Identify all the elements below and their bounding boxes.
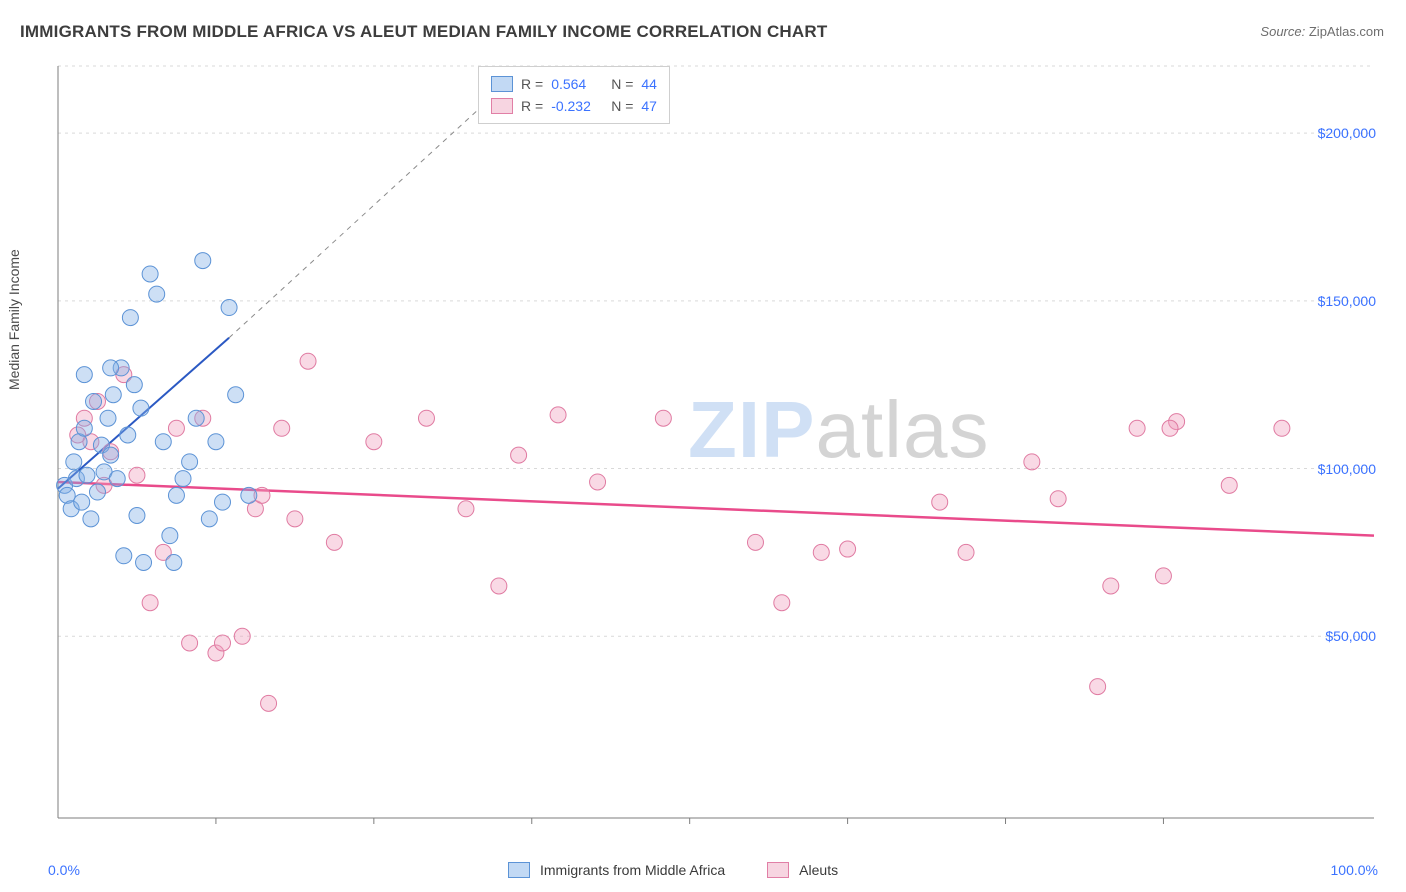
y-tick-label: $150,000 <box>1318 293 1376 309</box>
r-value-pink: -0.232 <box>551 95 603 117</box>
y-tick-label: $200,000 <box>1318 125 1376 141</box>
plot-area: ZIPatlas R = 0.564 N = 44 R = -0.232 N =… <box>48 64 1384 824</box>
y-axis-label: Median Family Income <box>6 249 22 390</box>
x-tick-right: 100.0% <box>1331 862 1378 878</box>
n-label-2: N = <box>611 95 633 117</box>
y-tick-label: $100,000 <box>1318 461 1376 477</box>
swatch-pink-icon-2 <box>767 862 789 878</box>
legend-row-blue: R = 0.564 N = 44 <box>491 73 657 95</box>
y-tick-label: $50,000 <box>1325 628 1376 644</box>
plot-svg <box>48 64 1384 824</box>
r-value-blue: 0.564 <box>551 73 603 95</box>
n-value-blue: 44 <box>641 73 657 95</box>
n-value-pink: 47 <box>641 95 657 117</box>
r-label: R = <box>521 73 543 95</box>
source-value: ZipAtlas.com <box>1309 24 1384 39</box>
chart-container: IMMIGRANTS FROM MIDDLE AFRICA VS ALEUT M… <box>0 0 1406 892</box>
chart-title: IMMIGRANTS FROM MIDDLE AFRICA VS ALEUT M… <box>20 22 827 42</box>
series-b-label: Aleuts <box>799 862 838 878</box>
swatch-pink-icon <box>491 98 513 114</box>
source-attribution: Source: ZipAtlas.com <box>1260 24 1384 39</box>
x-tick-left: 0.0% <box>48 862 80 878</box>
n-label: N = <box>611 73 633 95</box>
source-label: Source: <box>1260 24 1305 39</box>
series-a-label: Immigrants from Middle Africa <box>540 862 725 878</box>
correlation-legend: R = 0.564 N = 44 R = -0.232 N = 47 <box>478 66 670 124</box>
swatch-blue-icon-2 <box>508 862 530 878</box>
legend-row-pink: R = -0.232 N = 47 <box>491 95 657 117</box>
r-label-2: R = <box>521 95 543 117</box>
series-legend: Immigrants from Middle Africa Aleuts <box>508 862 838 878</box>
swatch-blue-icon <box>491 76 513 92</box>
